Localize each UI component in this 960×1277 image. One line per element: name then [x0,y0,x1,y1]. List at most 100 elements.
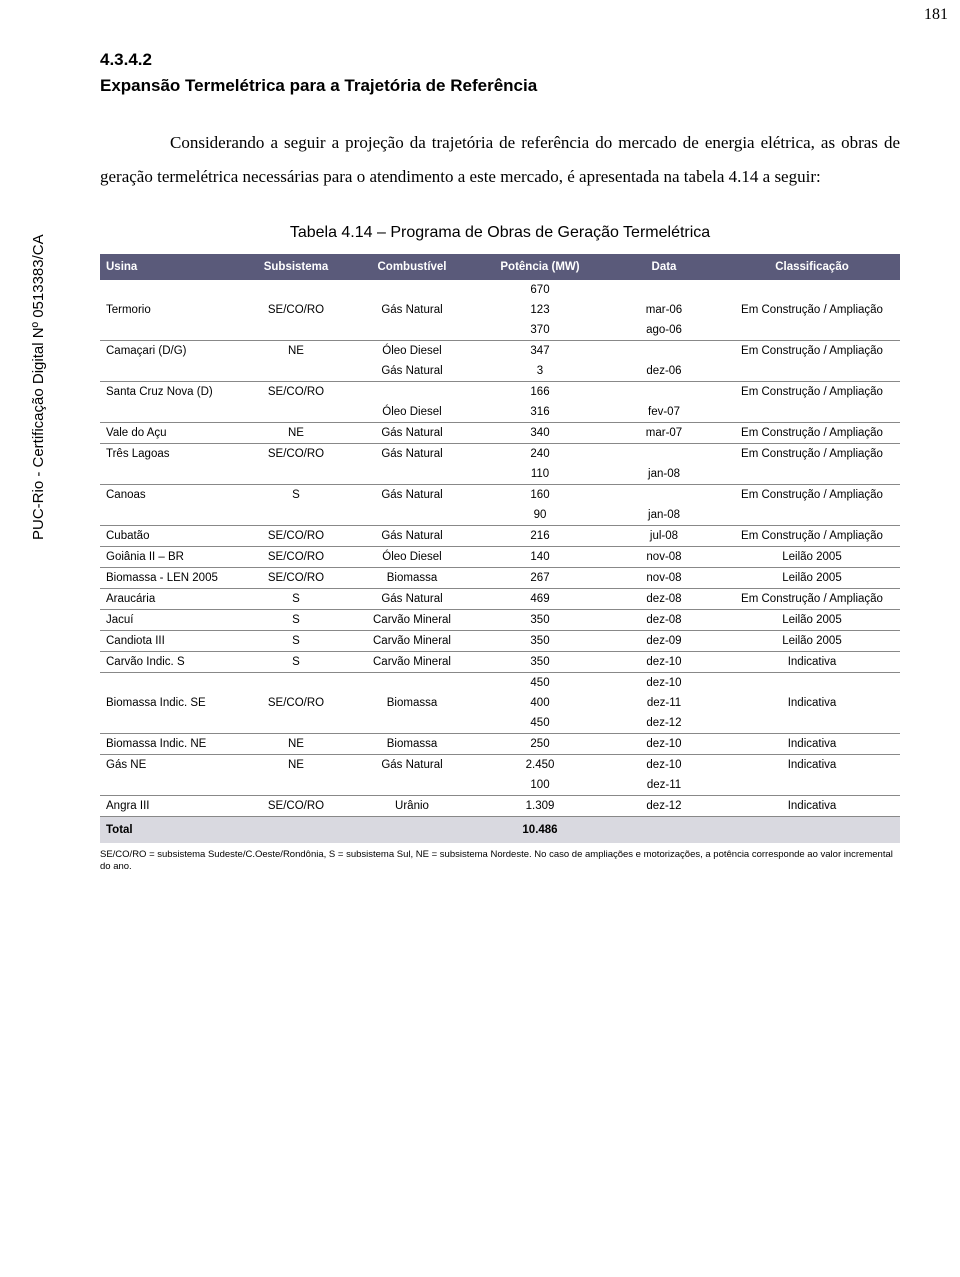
cell-classificacao: Indicativa [724,693,900,713]
cell-subsistema [244,775,348,796]
cell-subsistema [244,280,348,300]
cell-subsistema: S [244,610,348,631]
cell-subsistema [244,673,348,694]
table-row: 370ago-06 [100,320,900,341]
cell-subsistema: NE [244,423,348,444]
cell-data [604,485,724,506]
cell-subsistema: S [244,589,348,610]
cell-potencia: 670 [476,280,604,300]
cell-combustivel: Óleo Diesel [348,341,476,362]
table-caption: Tabela 4.14 – Programa de Obras de Geraç… [100,224,900,242]
cell-data: fev-07 [604,402,724,423]
cell-data: dez-10 [604,673,724,694]
cell-combustivel: Gás Natural [348,423,476,444]
cell-data: dez-06 [604,361,724,382]
empty-cell [604,817,724,844]
cell-classificacao [724,505,900,526]
section-number: 4.3.4.2 [100,50,900,70]
cell-potencia: 160 [476,485,604,506]
table-row: 450dez-10 [100,673,900,694]
table-header-row: Usina Subsistema Combustível Potência (M… [100,254,900,280]
cell-classificacao: Em Construção / Ampliação [724,300,900,320]
total-label: Total [100,817,244,844]
cell-combustivel [348,320,476,341]
cell-data: dez-09 [604,631,724,652]
certification-watermark: PUC-Rio - Certificação Digital Nº 051338… [30,234,47,540]
cell-combustivel: Carvão Mineral [348,610,476,631]
cell-combustivel [348,505,476,526]
cell-potencia: 370 [476,320,604,341]
cell-data: dez-10 [604,734,724,755]
cell-data: nov-08 [604,568,724,589]
cell-combustivel: Urânio [348,796,476,817]
table-row: Biomassa - LEN 2005SE/CO/ROBiomassa267no… [100,568,900,589]
paragraph-text: Considerando a seguir a projeção da traj… [100,133,900,186]
cell-usina [100,280,244,300]
cell-data: dez-10 [604,652,724,673]
cell-combustivel: Biomassa [348,734,476,755]
cell-data: jan-08 [604,505,724,526]
cell-classificacao: Indicativa [724,734,900,755]
table-row: AraucáriaSGás Natural469dez-08Em Constru… [100,589,900,610]
cell-combustivel: Óleo Diesel [348,402,476,423]
cell-usina: Carvão Indic. S [100,652,244,673]
cell-usina [100,361,244,382]
cell-potencia: 100 [476,775,604,796]
cell-data: jan-08 [604,464,724,485]
cell-data: mar-06 [604,300,724,320]
section-title: Expansão Termelétrica para a Trajetória … [100,76,900,96]
cell-combustivel: Gás Natural [348,589,476,610]
cell-subsistema [244,361,348,382]
cell-usina [100,713,244,734]
cell-usina: Jacuí [100,610,244,631]
cell-potencia: 469 [476,589,604,610]
cell-combustivel: Gás Natural [348,444,476,465]
cell-subsistema [244,402,348,423]
col-classificacao: Classificação [724,254,900,280]
cell-data [604,341,724,362]
cell-data: nov-08 [604,547,724,568]
table-body: 670TermorioSE/CO/ROGás Natural123mar-06E… [100,280,900,843]
table-row: Carvão Indic. SSCarvão Mineral350dez-10I… [100,652,900,673]
cell-subsistema [244,505,348,526]
cell-classificacao: Indicativa [724,652,900,673]
col-subsistema: Subsistema [244,254,348,280]
table-footnote: SE/CO/RO = subsistema Sudeste/C.Oeste/Ro… [100,849,900,874]
col-usina: Usina [100,254,244,280]
empty-cell [348,817,476,844]
cell-subsistema: NE [244,755,348,776]
cell-classificacao: Em Construção / Ampliação [724,423,900,444]
cell-usina: Canoas [100,485,244,506]
cell-combustivel [348,673,476,694]
empty-cell [724,817,900,844]
cell-classificacao [724,280,900,300]
cell-potencia: 316 [476,402,604,423]
cell-data: dez-08 [604,589,724,610]
cell-usina: Termorio [100,300,244,320]
table-row: Óleo Diesel316fev-07 [100,402,900,423]
cell-classificacao [724,361,900,382]
cell-subsistema: SE/CO/RO [244,568,348,589]
table-row: Santa Cruz Nova (D)SE/CO/RO166Em Constru… [100,382,900,403]
cell-usina: Vale do Açu [100,423,244,444]
table-row: 100dez-11 [100,775,900,796]
cell-usina: Biomassa - LEN 2005 [100,568,244,589]
cell-subsistema: S [244,631,348,652]
cell-combustivel: Biomassa [348,693,476,713]
cell-data [604,280,724,300]
cell-classificacao: Em Construção / Ampliação [724,444,900,465]
table-row: CubatãoSE/CO/ROGás Natural216jul-08Em Co… [100,526,900,547]
table-row: Gás NENEGás Natural2.450dez-10Indicativa [100,755,900,776]
cell-classificacao [724,673,900,694]
table-row: Goiânia II – BRSE/CO/ROÓleo Diesel140nov… [100,547,900,568]
cell-subsistema: SE/CO/RO [244,693,348,713]
cell-potencia: 140 [476,547,604,568]
cell-potencia: 340 [476,423,604,444]
cell-data: mar-07 [604,423,724,444]
cell-data [604,444,724,465]
table-row: Três LagoasSE/CO/ROGás Natural240Em Cons… [100,444,900,465]
cell-combustivel: Óleo Diesel [348,547,476,568]
col-combustivel: Combustível [348,254,476,280]
cell-potencia: 166 [476,382,604,403]
cell-usina: Biomassa Indic. SE [100,693,244,713]
